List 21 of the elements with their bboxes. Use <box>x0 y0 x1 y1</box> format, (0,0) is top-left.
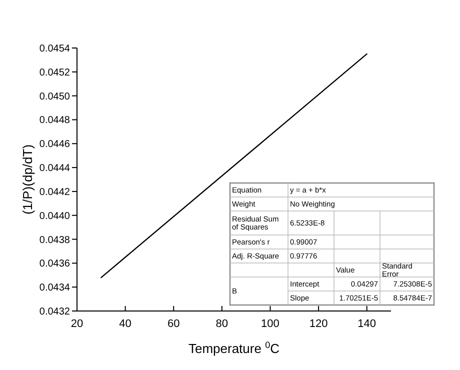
y-tick-label: 0.0454 <box>39 44 70 54</box>
y-tick-label: 0.0448 <box>39 115 70 126</box>
y-tick-label: 0.0436 <box>39 258 70 270</box>
y-tick-label: 0.0432 <box>39 306 70 318</box>
y-tick-label: 0.0450 <box>39 91 70 102</box>
x-tick-label: 20 <box>70 318 84 330</box>
x-tick-label: 120 <box>309 318 328 330</box>
y-tick-label: 0.0452 <box>39 67 70 78</box>
y-tick-label: 0.0444 <box>39 163 70 174</box>
y-tick-label: 0.0440 <box>39 210 70 222</box>
y-tick-label: 0.0434 <box>39 282 70 294</box>
y-axis-title: (1/P)(dp/dT) <box>20 144 35 215</box>
x-tick-label: 60 <box>167 318 180 330</box>
y-tick-label: 0.0446 <box>39 139 70 150</box>
x-tick-label: 80 <box>216 318 228 330</box>
x-tick-label: 40 <box>119 318 132 330</box>
x-tick-label: 140 <box>358 318 376 330</box>
x-tick-label: 100 <box>261 318 280 330</box>
y-tick-label: 0.0438 <box>39 234 70 246</box>
y-tick-label: 0.0442 <box>39 186 70 198</box>
x-axis-title: Temperature $^{0}$C <box>188 340 280 356</box>
